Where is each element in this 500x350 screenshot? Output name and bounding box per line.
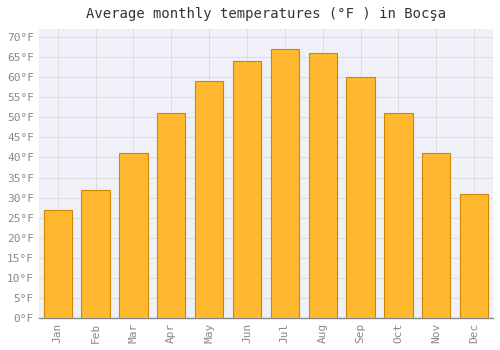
Bar [119,153,148,318]
Bar [384,113,412,318]
Bar [460,194,488,318]
Title: Average monthly temperatures (°F ) in Bocşa: Average monthly temperatures (°F ) in Bo… [86,7,446,21]
Bar [270,49,299,318]
Bar [233,61,261,318]
Bar [308,53,337,318]
Bar [82,190,110,318]
Bar [44,210,72,318]
Bar [157,113,186,318]
Bar [195,81,224,318]
Bar [346,77,375,318]
Bar [422,153,450,318]
